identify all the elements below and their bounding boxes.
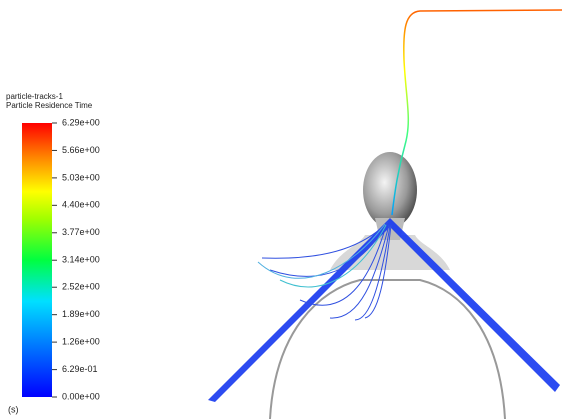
colorbar-tick-label: 3.14e+00: [62, 255, 100, 265]
viewport: particle-tracks-1 Particle Residence Tim…: [0, 0, 563, 419]
colorbar-tick-label: 4.40e+00: [62, 200, 100, 210]
colorbar-tick-label: 0.00e+00: [62, 391, 100, 401]
colorbar-tick-label: 1.26e+00: [62, 336, 100, 346]
colorbar-tick-label: 5.66e+00: [62, 145, 100, 155]
colorbar-tick-label: 5.03e+00: [62, 172, 100, 182]
colorbar-tick-label: 1.89e+00: [62, 309, 100, 319]
particle-track: [392, 10, 562, 215]
colorbar-tick-label: 3.77e+00: [62, 227, 100, 237]
legend-unit: (s): [8, 404, 19, 414]
legend-subtitle: Particle Residence Time: [6, 101, 93, 110]
scene: [208, 10, 562, 419]
colorbar: [22, 123, 52, 397]
legend-title: particle-tracks-1: [6, 92, 63, 101]
colorbar-tick-label: 2.52e+00: [62, 282, 100, 292]
colorbar-ticks: 6.29e+00 5.66e+00 5.03e+00 4.40e+00 3.77e+00…: [52, 117, 100, 401]
head: [363, 152, 417, 228]
colorbar-tick-label: 6.29e-01: [62, 364, 98, 374]
colorbar-legend: particle-tracks-1 Particle Residence Tim…: [6, 92, 100, 414]
colorbar-tick-label: 6.29e+00: [62, 117, 100, 127]
